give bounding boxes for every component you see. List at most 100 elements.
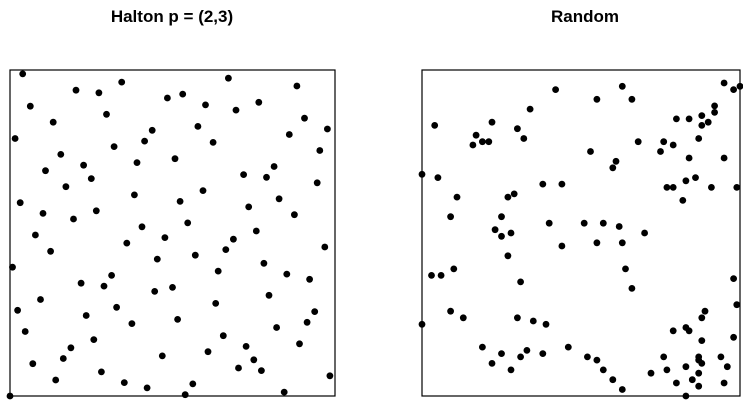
random-point-79 (517, 353, 524, 361)
random-point-30 (720, 154, 728, 162)
random-point-26 (698, 122, 706, 129)
halton-point-27 (118, 78, 126, 86)
halton-point-39 (133, 159, 141, 167)
random-point-59 (599, 219, 607, 227)
halton-point-53 (62, 183, 70, 191)
random-title: Random (551, 7, 619, 26)
random-point-101 (695, 353, 703, 361)
random-point-52 (507, 229, 515, 237)
halton-plot-frame (9, 69, 336, 397)
halton-point-74 (191, 251, 199, 259)
halton-point-94 (242, 343, 250, 350)
halton-points (6, 70, 334, 400)
random-point-36 (669, 184, 677, 191)
halton-point-62 (245, 203, 253, 211)
halton-point-77 (70, 215, 77, 223)
halton-point-82 (181, 391, 189, 399)
halton-point-42 (194, 123, 202, 130)
random-point-31 (733, 184, 741, 191)
halton-point-14 (230, 235, 237, 243)
random-point-18 (698, 112, 706, 119)
random-point-61 (618, 239, 626, 247)
random-point-76 (488, 360, 496, 367)
halton-point-31 (158, 352, 166, 360)
halton-point-87 (141, 137, 149, 145)
halton-point-83 (100, 282, 108, 290)
halton-point-26 (199, 187, 207, 195)
random-point-49 (447, 213, 454, 221)
halton-point-93 (80, 161, 87, 169)
random-point-55 (545, 219, 553, 227)
halton-point-66 (171, 155, 179, 163)
halton-point-85 (59, 355, 67, 362)
random-point-57 (580, 219, 588, 227)
random-point-50 (491, 226, 499, 234)
random-point-73 (529, 317, 537, 325)
halton-point-69 (49, 118, 57, 126)
halton-point-49 (21, 328, 29, 335)
random-point-37 (682, 177, 690, 185)
random-point-45 (504, 193, 512, 201)
random-point-74 (542, 320, 550, 328)
random-point-19 (711, 109, 718, 116)
random-point-22 (736, 82, 743, 90)
halton-point-25 (37, 296, 44, 303)
random-point-99 (698, 314, 706, 322)
halton-point-1 (6, 392, 14, 400)
halton-point-22 (219, 332, 227, 340)
halton-title: Halton p = (2,3) (111, 7, 233, 26)
halton-point-75 (110, 143, 118, 151)
random-point-20 (720, 79, 728, 87)
random-point-24 (704, 118, 712, 126)
random-point-69 (447, 307, 454, 315)
random-point-96 (720, 379, 728, 387)
random-point-83 (584, 353, 591, 361)
halton-point-73 (29, 360, 37, 368)
random-point-28 (692, 174, 699, 182)
halton-point-28 (280, 388, 288, 396)
halton-point-17 (16, 199, 24, 207)
random-point-54 (517, 278, 524, 286)
random-point-87 (618, 386, 626, 393)
random-point-5 (469, 141, 477, 149)
random-point-53 (504, 252, 512, 260)
halton-point-54 (225, 74, 232, 82)
halton-point-51 (103, 110, 110, 118)
random-point-80 (523, 347, 531, 354)
halton-point-23 (138, 223, 146, 231)
random-point-68 (450, 265, 458, 273)
random-point-82 (564, 343, 572, 351)
halton-point-47 (153, 255, 161, 263)
random-point-11 (526, 105, 534, 113)
halton-point-67 (90, 336, 98, 343)
random-point-34 (669, 141, 677, 149)
halton-point-44 (275, 195, 283, 203)
random-point-10 (520, 135, 528, 142)
random-point-67 (437, 272, 445, 279)
random-point-23 (711, 102, 718, 110)
random-point-62 (622, 265, 629, 273)
halton-point-9 (26, 102, 34, 110)
halton-point-33 (11, 135, 19, 142)
random-point-65 (730, 275, 737, 282)
halton-point-80 (313, 179, 321, 187)
random-point-70 (459, 314, 467, 322)
random-point-60 (615, 223, 623, 230)
halton-point-61 (82, 312, 90, 319)
halton-point-70 (212, 300, 220, 307)
random-point-110 (663, 366, 671, 374)
random-point-72 (514, 314, 521, 322)
random-point-103 (695, 382, 703, 390)
halton-point-41 (32, 231, 39, 239)
random-point-46 (498, 213, 505, 221)
halton-point-34 (174, 316, 182, 323)
random-point-78 (507, 366, 515, 374)
random-point-40 (612, 157, 620, 165)
random-point-64 (641, 229, 648, 237)
halton-point-3 (87, 175, 95, 183)
halton-point-15 (148, 126, 156, 134)
halton-point-38 (214, 267, 222, 275)
halton-point-11 (108, 272, 115, 279)
halton-point-5 (47, 247, 54, 255)
